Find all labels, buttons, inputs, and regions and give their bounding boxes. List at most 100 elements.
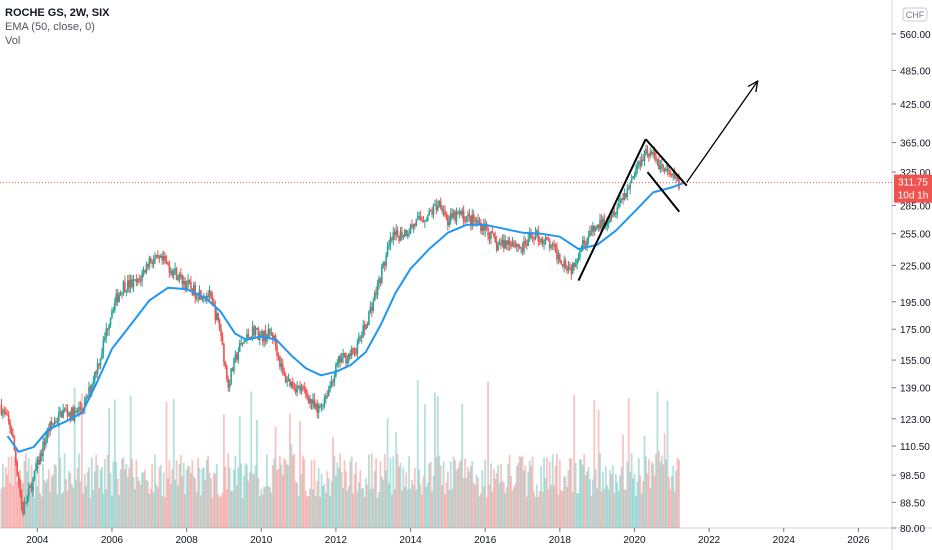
candle-body bbox=[317, 405, 320, 413]
volume-bar bbox=[487, 381, 489, 528]
volume-bar bbox=[505, 486, 508, 528]
volume-bar bbox=[451, 489, 454, 528]
volume-bar bbox=[347, 486, 350, 528]
volume-indicator-label[interactable]: Vol bbox=[5, 35, 21, 47]
candle-body bbox=[646, 148, 649, 155]
candle-body bbox=[323, 398, 326, 406]
candle-body bbox=[337, 356, 340, 363]
volume-bar bbox=[507, 464, 510, 528]
volume-bar bbox=[533, 491, 535, 528]
candle-body bbox=[589, 231, 591, 237]
candle-body bbox=[181, 274, 184, 285]
candle-body bbox=[139, 279, 142, 281]
candle-body bbox=[432, 205, 435, 215]
volume-bar bbox=[280, 464, 283, 528]
volume-bar bbox=[561, 491, 564, 528]
candle-body bbox=[312, 399, 314, 404]
volume-bar bbox=[368, 454, 370, 528]
volume-bar bbox=[212, 473, 215, 528]
projection-arrow-head bbox=[747, 79, 759, 93]
candle-body bbox=[251, 326, 254, 337]
symbol-title[interactable]: ROCHE GS, 2W, SIX bbox=[5, 7, 110, 19]
volume-bar bbox=[375, 458, 377, 528]
candle-body bbox=[159, 255, 162, 258]
volume-bar bbox=[444, 493, 446, 528]
candle-body bbox=[36, 459, 39, 470]
candle-body bbox=[604, 225, 607, 227]
volume-bar bbox=[408, 456, 411, 528]
candle-body bbox=[122, 281, 125, 294]
candle-body bbox=[86, 397, 89, 399]
volume-bar bbox=[185, 469, 188, 528]
candle-body bbox=[544, 237, 547, 243]
volume-bar bbox=[60, 494, 63, 528]
volume-bar bbox=[604, 466, 607, 528]
volume-bar bbox=[593, 400, 596, 528]
candle-body bbox=[541, 238, 544, 244]
volume-bar bbox=[622, 434, 624, 528]
candle-body bbox=[55, 421, 57, 423]
volume-bar bbox=[659, 462, 662, 528]
candle-body bbox=[617, 203, 620, 208]
volume-bar bbox=[136, 477, 139, 528]
candle-body bbox=[220, 329, 222, 337]
volume-bar bbox=[24, 453, 27, 528]
candle-body bbox=[531, 236, 534, 238]
volume-bar bbox=[610, 473, 613, 528]
volume-bar bbox=[458, 462, 461, 528]
candle-body bbox=[633, 176, 636, 178]
candle-body bbox=[510, 244, 512, 247]
candle-body bbox=[316, 404, 319, 413]
candle-body bbox=[158, 256, 161, 258]
volume-bar bbox=[594, 469, 597, 528]
volume-bar bbox=[490, 463, 492, 528]
volume-bar bbox=[405, 472, 408, 528]
volume-bar bbox=[673, 491, 676, 528]
volume-bar bbox=[326, 471, 329, 528]
candle-body bbox=[372, 301, 375, 311]
candle-body bbox=[292, 381, 294, 388]
candle-body bbox=[507, 240, 509, 245]
candle-body bbox=[266, 336, 268, 342]
candle-body bbox=[426, 215, 429, 221]
volume-bar bbox=[349, 461, 352, 528]
volume-bar bbox=[56, 494, 59, 528]
volume-bar bbox=[614, 474, 617, 528]
volume-bar bbox=[1, 464, 4, 528]
price-tick-label: 110.50 bbox=[900, 442, 930, 453]
volume-bar bbox=[649, 488, 652, 528]
candle-body bbox=[625, 193, 627, 197]
candle-body bbox=[511, 241, 514, 247]
volume-bar bbox=[76, 468, 79, 528]
volume-bar bbox=[657, 450, 660, 528]
candle-body bbox=[128, 280, 130, 288]
volume-bar bbox=[322, 486, 324, 528]
volume-bar bbox=[244, 463, 247, 528]
candle-body bbox=[564, 260, 567, 269]
ema-indicator-label[interactable]: EMA (50, close, 0) bbox=[5, 21, 95, 33]
volume-bar bbox=[172, 399, 175, 528]
volume-bar bbox=[162, 472, 165, 528]
volume-bar bbox=[316, 481, 319, 528]
volume-bar bbox=[485, 497, 488, 528]
time-tick-label: 2020 bbox=[623, 535, 646, 546]
volume-bar bbox=[333, 456, 336, 528]
volume-bar bbox=[603, 488, 606, 528]
volume-bar bbox=[643, 435, 646, 528]
volume-bar bbox=[353, 473, 356, 528]
volume-bar bbox=[426, 482, 429, 528]
candle-body bbox=[579, 250, 581, 258]
volume-bar bbox=[243, 475, 245, 528]
volume-bar bbox=[571, 492, 574, 528]
volume-bar bbox=[101, 466, 103, 528]
volume-bar bbox=[138, 480, 141, 528]
candle-body bbox=[656, 159, 659, 161]
volume-bar bbox=[39, 493, 42, 528]
volume-bar bbox=[500, 463, 502, 528]
volume-bar bbox=[596, 488, 599, 528]
volume-bar bbox=[12, 485, 14, 528]
candle-body bbox=[70, 407, 73, 419]
volume-bar bbox=[16, 481, 19, 528]
volume-bar bbox=[202, 467, 205, 528]
